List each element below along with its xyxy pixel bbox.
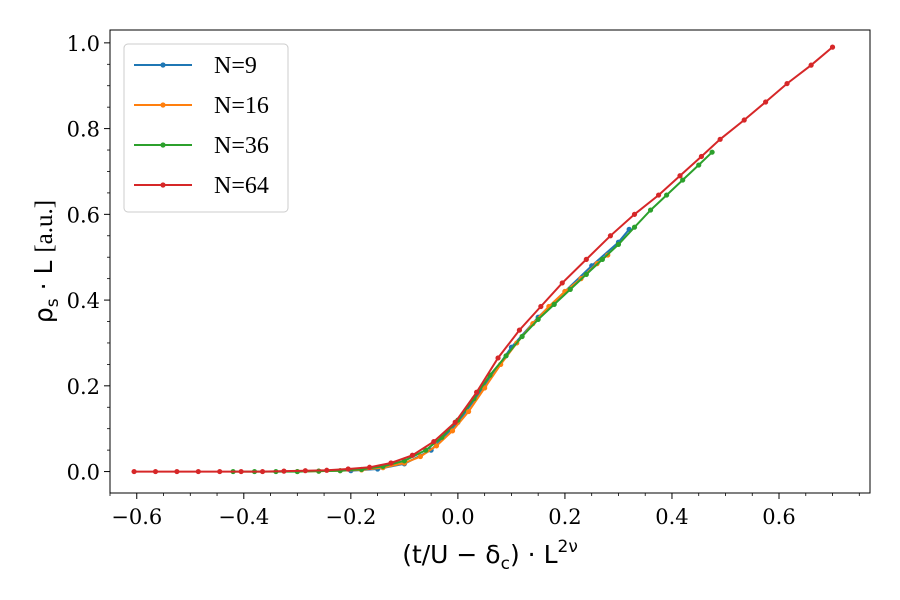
data-point (516, 327, 523, 333)
data-point (174, 468, 180, 475)
data-point (784, 80, 790, 87)
data-point (647, 207, 654, 213)
data-point (535, 316, 541, 322)
data-point (680, 177, 686, 183)
legend-label: N=36 (214, 133, 269, 159)
data-point (763, 99, 769, 105)
data-point (324, 467, 330, 473)
x-tick-label: −0.2 (325, 505, 376, 529)
data-point (664, 192, 670, 198)
x-tick-label: −0.4 (218, 505, 269, 529)
data-point (474, 389, 480, 395)
y-tick-label: 1.0 (67, 32, 100, 56)
data-point (631, 224, 638, 230)
data-point (583, 271, 589, 277)
data-point (409, 452, 415, 458)
y-tick-label: 0.6 (67, 203, 100, 227)
data-point (388, 460, 394, 466)
data-point (567, 286, 573, 292)
x-axis-label: (t/U − δc) · L2ν (402, 537, 578, 574)
data-point (152, 468, 159, 475)
legend-label: N=9 (214, 53, 257, 79)
data-point (131, 468, 137, 475)
data-point (503, 353, 509, 359)
series-N=9 (348, 226, 632, 474)
data-point (559, 280, 565, 286)
data-point (345, 466, 351, 472)
data-point (655, 192, 662, 198)
legend-label: N=64 (214, 173, 269, 199)
legend: N=9 N=16 N=36 N=64 (123, 43, 289, 213)
y-axis-label: ρs · L [a.u.] (29, 200, 63, 323)
series-N=16 (294, 252, 611, 475)
y-tick-label: 0.2 (67, 375, 100, 399)
data-point (696, 162, 702, 168)
data-point (433, 443, 440, 449)
data-point (808, 62, 814, 68)
data-point (449, 428, 456, 434)
data-point (495, 355, 501, 361)
x-tick-label: 0.4 (655, 505, 688, 529)
data-point (452, 419, 458, 425)
data-point (607, 233, 614, 239)
data-point (259, 468, 266, 475)
series-N=36 (230, 149, 715, 475)
data-point (519, 333, 525, 340)
series-line (297, 254, 609, 473)
data-point (538, 303, 544, 310)
x-tick-label: 0.2 (548, 505, 581, 529)
x-tick-label: 0.0 (441, 505, 474, 529)
series-layer (131, 44, 836, 475)
plot-frame (109, 29, 871, 494)
y-tick-label: 0.8 (67, 118, 100, 142)
y-tick-label: 0.0 (67, 461, 100, 485)
data-point (741, 117, 747, 123)
series-line (233, 151, 713, 473)
data-point (281, 468, 287, 474)
data-point (482, 385, 488, 391)
series-line (350, 228, 630, 472)
data-point (217, 468, 223, 475)
data-point (677, 173, 683, 179)
data-point (615, 241, 622, 247)
data-point (302, 468, 308, 474)
legend-marker (160, 62, 166, 68)
data-point (599, 256, 605, 262)
data-point (417, 453, 424, 460)
legend-marker (160, 142, 166, 148)
data-point (366, 464, 373, 470)
data-point (551, 301, 557, 307)
legend-box (123, 43, 289, 213)
data-point (631, 211, 638, 217)
data-point (465, 408, 472, 415)
legend-marker (160, 102, 166, 108)
series-N=64 (131, 44, 836, 475)
x-tick-label: 0.6 (762, 505, 795, 529)
data-point (431, 438, 437, 445)
data-point (423, 447, 429, 453)
data-point (698, 153, 705, 160)
data-point (709, 149, 715, 155)
legend-label: N=16 (214, 93, 269, 119)
data-point (195, 468, 201, 475)
y-tick-label: 0.4 (67, 289, 100, 313)
x-tick-label: −0.6 (111, 505, 162, 529)
data-point (583, 256, 589, 262)
data-point (238, 468, 244, 475)
axis-ticks: −0.6 −0.4 −0.2 0.0 0.2 0.4 0.6 0.0 0.2 0.4 0.6 0.8 1… (67, 32, 860, 529)
legend-marker (160, 182, 166, 188)
data-point (829, 44, 836, 50)
data-point (717, 136, 723, 142)
